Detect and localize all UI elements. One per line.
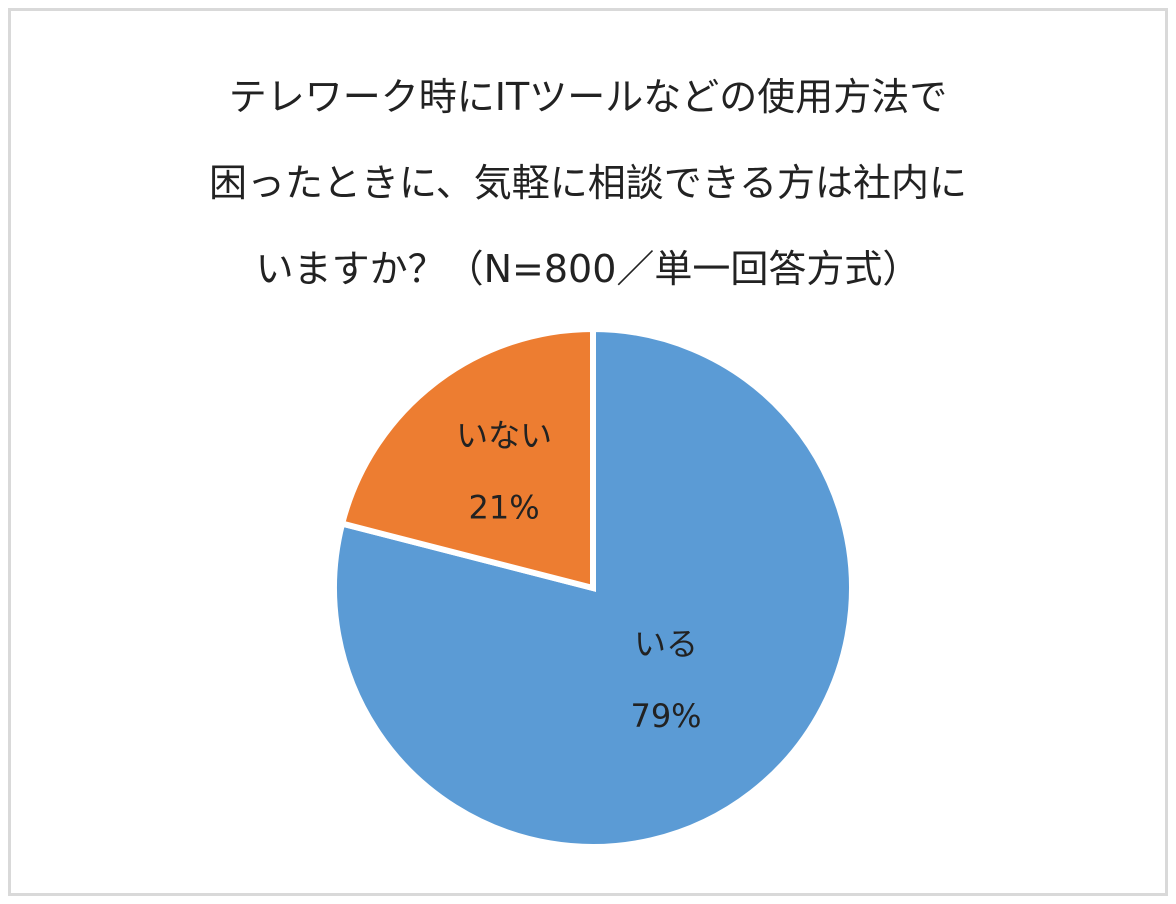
chart-title: テレワーク時にITツールなどの使用方法で 困ったときに、気軽に相談できる方は社内…: [208, 75, 968, 291]
slice-value-label: 21%: [469, 488, 540, 526]
pie-slice: [338, 325, 596, 592]
pie-slice: [331, 325, 855, 850]
chart-frame: [8, 8, 1168, 896]
slice-value-label: 79%: [630, 697, 701, 735]
slice-category-label: いる: [634, 625, 698, 663]
slice-category-label: いない: [456, 416, 552, 454]
